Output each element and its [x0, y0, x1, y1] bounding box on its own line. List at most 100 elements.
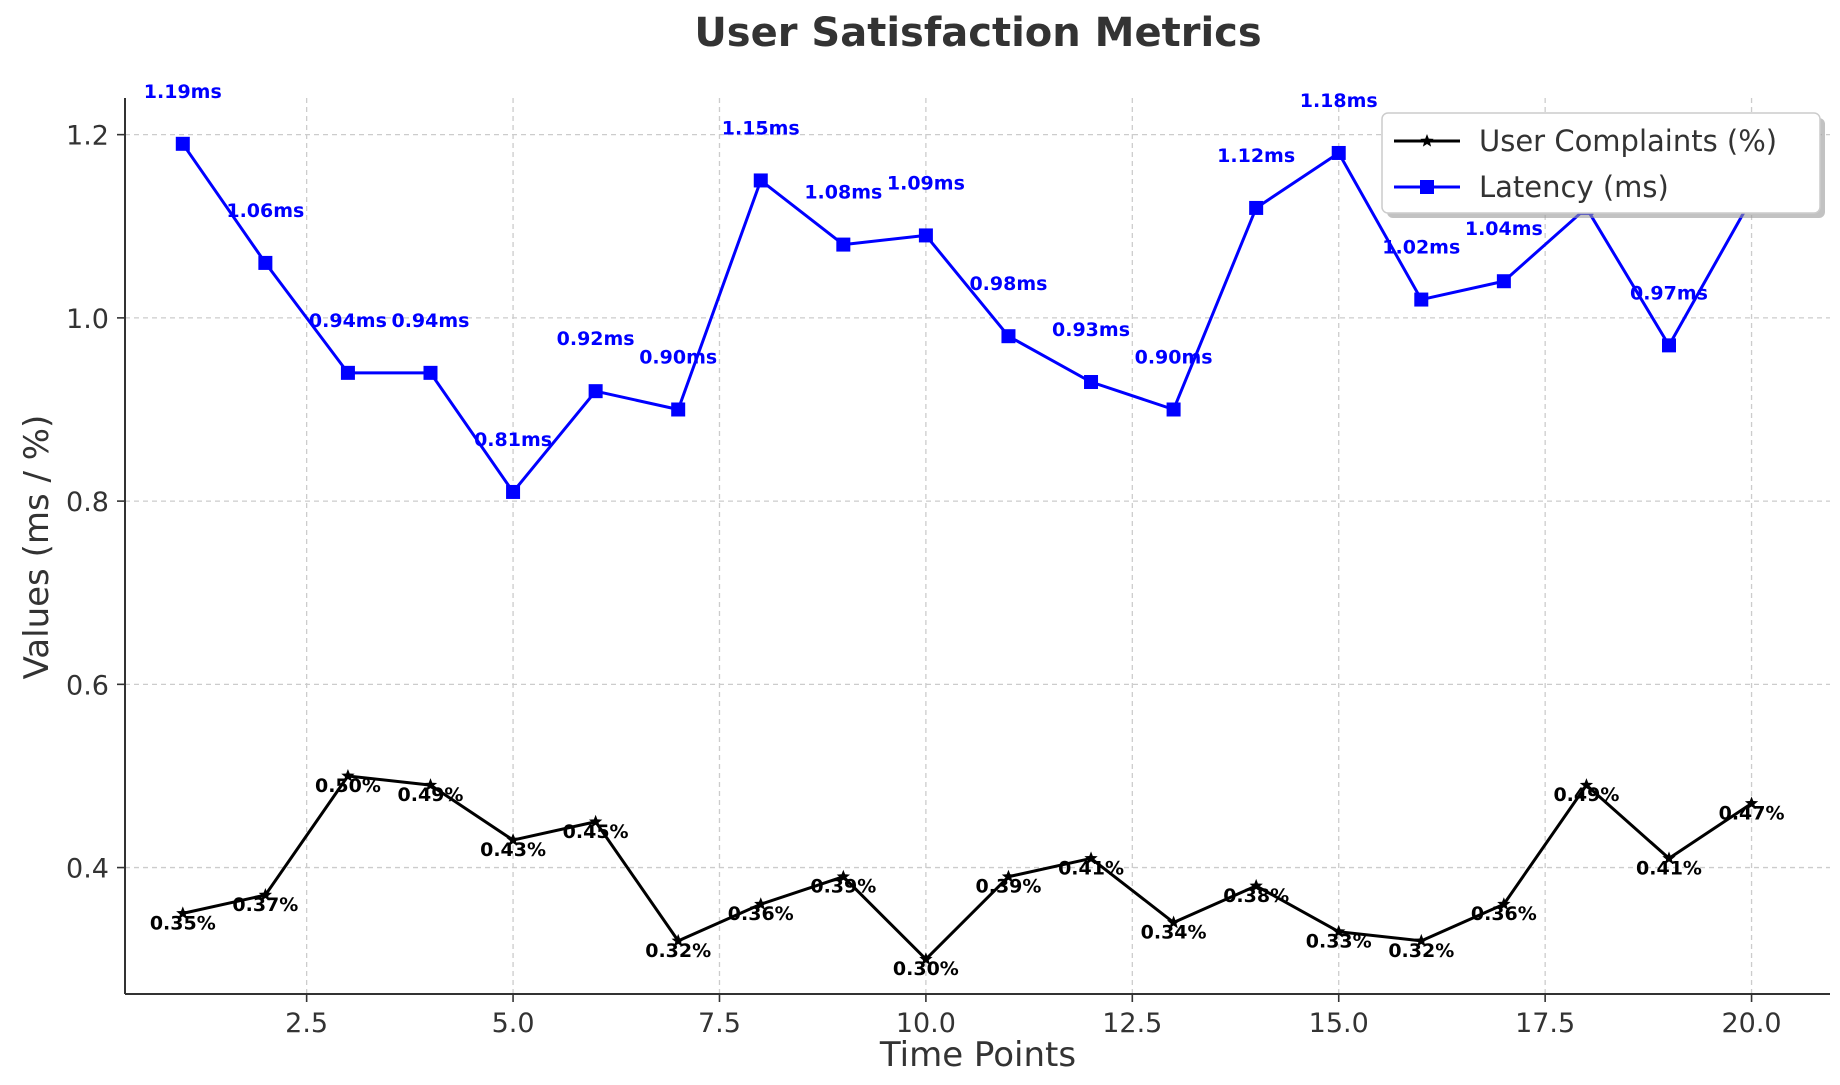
data-label-latency: 0.90ms [639, 346, 717, 368]
y-tick-label: 0.8 [66, 487, 109, 518]
data-point-complaints [506, 833, 520, 846]
data-point-complaints [341, 768, 355, 782]
data-label-complaints: 0.33% [1306, 931, 1372, 953]
data-label-complaints: 0.37% [232, 894, 298, 916]
data-point-latency [918, 228, 933, 243]
data-point-complaints [1579, 778, 1594, 791]
x-axis-label: Time Points [879, 1035, 1076, 1075]
data-label-complaints: 0.34% [1141, 922, 1207, 944]
chart-title: User Satisfaction Metrics [694, 10, 1261, 56]
data-point-complaints [1166, 915, 1181, 929]
data-label-latency: 0.98ms [969, 273, 1047, 295]
data-label-latency: 1.12ms [1217, 145, 1295, 167]
data-label-complaints: 0.41% [1636, 857, 1702, 879]
data-label-complaints: 0.35% [150, 912, 216, 934]
data-label-latency: 0.94ms [391, 310, 469, 332]
data-label-complaints: 0.50% [315, 775, 381, 797]
data-label-latency: 1.04ms [1465, 218, 1543, 240]
x-tick-label: 5.0 [492, 1008, 535, 1039]
data-point-complaints [836, 869, 850, 883]
data-label-complaints: 0.30% [893, 958, 959, 980]
legend-label-complaints: User Complaints (%) [1479, 124, 1777, 158]
data-point-complaints [919, 952, 933, 965]
data-point-latency [1084, 375, 1099, 390]
legend-marker-complaints [1420, 134, 1434, 147]
legend: User Complaints (%) Latency (ms) [1381, 112, 1825, 218]
data-point-latency [258, 255, 273, 270]
data-point-latency [1496, 274, 1511, 289]
series-line-latency [181, 142, 1753, 494]
data-label-complaints: 0.32% [1388, 940, 1454, 962]
data-label-latency: 1.18ms [1300, 90, 1378, 112]
x-tick-label: 15.0 [1309, 1008, 1369, 1039]
y-axis-label: Values (ms / %) [17, 415, 57, 680]
data-label-latency: 0.94ms [309, 310, 387, 332]
axes: 2.5 5.0 7.5 10.0 12.5 15.0 17.5 20.0 0.4 0.6 0.8 1.… [66, 98, 1830, 1039]
data-point-complaints [1497, 897, 1511, 910]
data-point-latency [671, 402, 686, 417]
data-label-latency: 1.19ms [144, 81, 222, 103]
data-point-complaints [1332, 924, 1346, 938]
y-tick-label: 0.4 [66, 854, 109, 885]
data-label-latency: 1.15ms [722, 117, 800, 139]
data-label-latency: 0.90ms [1135, 346, 1213, 368]
y-tick-label: 0.6 [66, 670, 109, 701]
data-point-complaints [588, 814, 603, 828]
legend-box [1381, 112, 1821, 214]
data-point-complaints [1414, 933, 1428, 947]
data-point-complaints [1001, 869, 1016, 883]
data-label-complaints: 0.49% [1553, 784, 1619, 806]
data-point-latency [423, 365, 438, 380]
x-tick-label: 17.5 [1515, 1008, 1575, 1039]
data-label-latency: 1.06ms [226, 200, 304, 222]
data-point-latency [506, 484, 521, 499]
data-point-latency [1001, 329, 1016, 344]
data-label-complaints: 0.49% [398, 784, 464, 806]
data-point-latency [1414, 292, 1429, 307]
data-label-latency: 1.02ms [1382, 237, 1460, 259]
data-label-latency: 0.92ms [557, 328, 635, 350]
data-point-complaints [1249, 878, 1263, 892]
y-tick-label: 1.2 [66, 121, 109, 152]
data-point-latency [1661, 338, 1676, 353]
x-tick-label: 7.5 [698, 1008, 741, 1039]
series-line-complaints [182, 774, 1753, 961]
data-label-latency: 0.97ms [1630, 282, 1708, 304]
data-point-latency [1166, 402, 1181, 417]
data-point-latency [588, 384, 603, 399]
data-label-latency: 1.08ms [804, 182, 882, 204]
data-label-complaints: 0.36% [1471, 903, 1537, 925]
x-tick-label: 12.5 [1102, 1008, 1162, 1039]
x-tick-label: 2.5 [285, 1008, 328, 1039]
series-layer [175, 136, 1759, 965]
data-point-latency [1331, 145, 1346, 160]
x-tick-label: 20.0 [1721, 1008, 1781, 1039]
data-point-complaints [754, 897, 768, 910]
data-point-latency [340, 365, 355, 380]
legend-marker-latency [1420, 180, 1434, 194]
data-point-latency [836, 237, 851, 252]
data-point-latency [175, 136, 190, 151]
data-point-complaints [423, 778, 438, 791]
data-label-complaints: 0.36% [728, 903, 794, 925]
x-tick-label: 10.0 [896, 1008, 956, 1039]
data-point-complaints [671, 933, 685, 947]
data-label-latency: 0.93ms [1052, 319, 1130, 341]
data-label-complaints: 0.43% [480, 839, 546, 861]
data-point-complaints [176, 906, 190, 920]
data-label-complaints: 0.39% [810, 876, 876, 898]
data-point-latency [753, 173, 768, 188]
data-label-complaints: 0.38% [1223, 885, 1289, 907]
data-point-complaints [1662, 851, 1676, 865]
data-label-complaints: 0.47% [1719, 802, 1785, 824]
series-complaints [176, 768, 1759, 965]
data-point-complaints [1744, 796, 1759, 810]
grid [125, 98, 1830, 994]
legend-label-latency: Latency (ms) [1479, 170, 1669, 204]
data-label-latency: 0.81ms [474, 429, 552, 451]
data-point-latency [1249, 200, 1264, 215]
data-label-latency: 1.09ms [887, 172, 965, 194]
y-tick-label: 1.0 [66, 304, 109, 335]
